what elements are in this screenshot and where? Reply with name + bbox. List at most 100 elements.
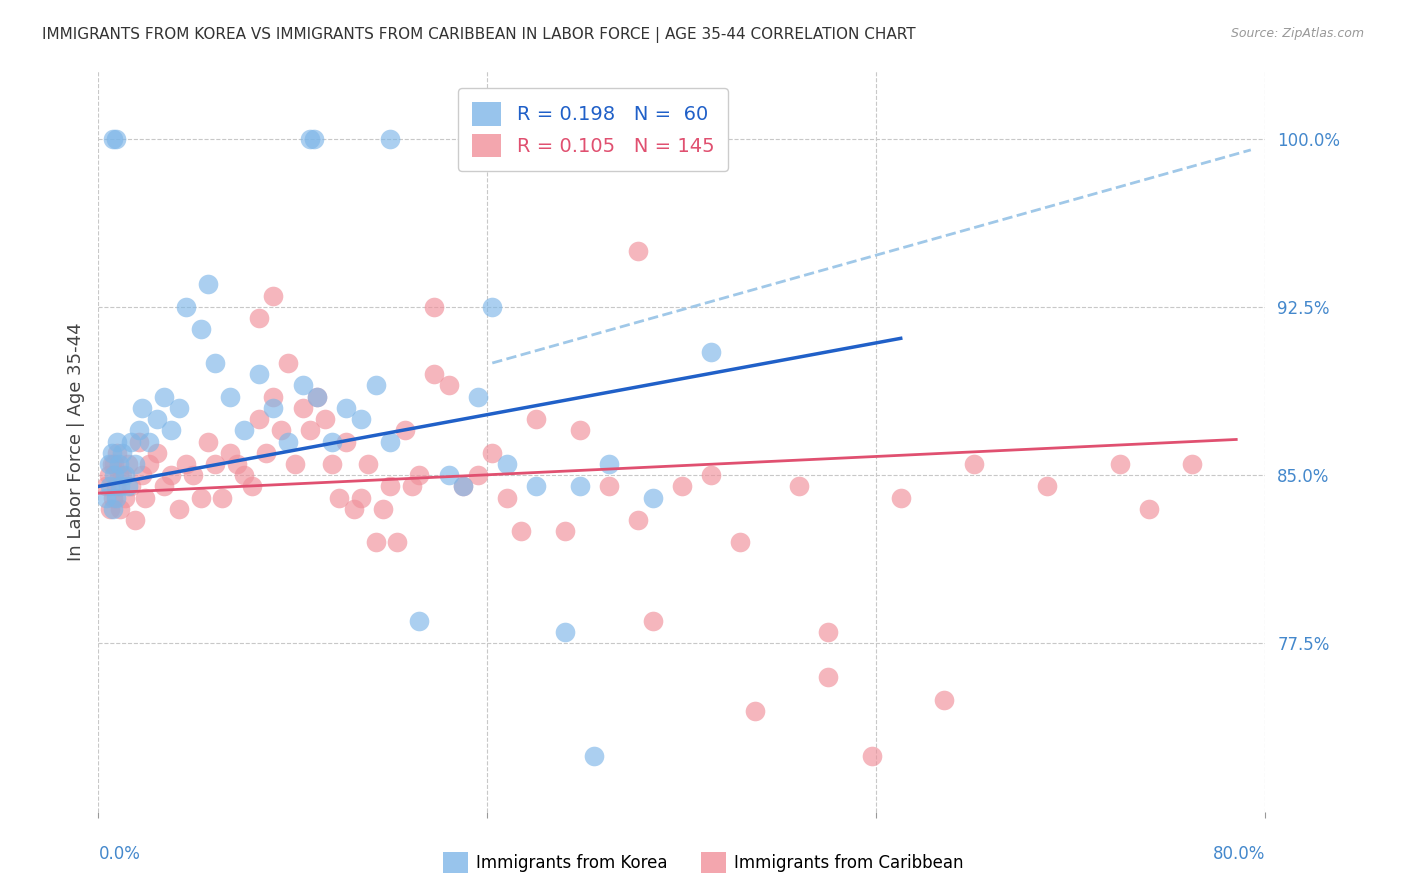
Point bbox=[934, 692, 956, 706]
Point bbox=[247, 412, 270, 426]
Point bbox=[481, 300, 503, 314]
Point bbox=[291, 401, 314, 415]
Point bbox=[160, 423, 183, 437]
Point bbox=[554, 524, 576, 539]
Point bbox=[101, 501, 124, 516]
Point bbox=[568, 423, 591, 437]
Point bbox=[110, 501, 132, 516]
Point bbox=[277, 356, 299, 370]
Point bbox=[247, 311, 270, 326]
Text: 80.0%: 80.0% bbox=[1213, 846, 1265, 863]
Point bbox=[108, 457, 131, 471]
Point bbox=[817, 670, 839, 684]
Point bbox=[101, 491, 124, 505]
Point bbox=[496, 491, 519, 505]
Point bbox=[101, 131, 124, 145]
Point bbox=[233, 468, 256, 483]
Point bbox=[554, 625, 576, 640]
Point bbox=[117, 457, 139, 471]
Point bbox=[153, 479, 176, 493]
Point bbox=[524, 479, 547, 493]
Point bbox=[510, 524, 533, 539]
Point bbox=[104, 479, 127, 493]
Point bbox=[627, 244, 650, 258]
Point bbox=[364, 535, 387, 549]
Point bbox=[481, 446, 503, 460]
Point bbox=[128, 434, 150, 449]
Point bbox=[105, 446, 128, 460]
Point bbox=[146, 412, 169, 426]
Text: Source: ZipAtlas.com: Source: ZipAtlas.com bbox=[1230, 27, 1364, 40]
Point bbox=[124, 513, 146, 527]
Point bbox=[103, 468, 125, 483]
Point bbox=[263, 289, 285, 303]
Point bbox=[298, 131, 321, 145]
Point bbox=[437, 468, 460, 483]
Point bbox=[437, 378, 460, 392]
Point bbox=[97, 468, 120, 483]
Point bbox=[700, 344, 723, 359]
Point bbox=[128, 423, 150, 437]
Point bbox=[117, 479, 139, 493]
Point bbox=[380, 131, 402, 145]
Point bbox=[120, 434, 142, 449]
Point bbox=[233, 423, 256, 437]
Point bbox=[1181, 457, 1204, 471]
Point bbox=[104, 491, 127, 505]
Point bbox=[167, 401, 190, 415]
Point bbox=[380, 479, 402, 493]
Point bbox=[204, 356, 226, 370]
Point bbox=[335, 434, 357, 449]
Point bbox=[100, 446, 122, 460]
Point bbox=[190, 491, 212, 505]
Point bbox=[583, 748, 606, 763]
Point bbox=[401, 479, 423, 493]
Point bbox=[350, 491, 373, 505]
Legend: Immigrants from Korea, Immigrants from Caribbean: Immigrants from Korea, Immigrants from C… bbox=[436, 846, 970, 880]
Point bbox=[890, 491, 912, 505]
Point bbox=[343, 501, 366, 516]
Point bbox=[103, 457, 125, 471]
Point bbox=[671, 479, 693, 493]
Point bbox=[380, 434, 402, 449]
Point bbox=[174, 300, 197, 314]
Point bbox=[160, 468, 183, 483]
Point bbox=[98, 479, 121, 493]
Point bbox=[314, 412, 336, 426]
Point bbox=[277, 434, 299, 449]
Point bbox=[100, 457, 122, 471]
Point bbox=[197, 434, 219, 449]
Point bbox=[467, 468, 489, 483]
Point bbox=[394, 423, 416, 437]
Point bbox=[364, 378, 387, 392]
Point bbox=[496, 457, 519, 471]
Point bbox=[138, 457, 160, 471]
Point bbox=[226, 457, 249, 471]
Text: IMMIGRANTS FROM KOREA VS IMMIGRANTS FROM CARIBBEAN IN LABOR FORCE | AGE 35-44 CO: IMMIGRANTS FROM KOREA VS IMMIGRANTS FROM… bbox=[42, 27, 915, 43]
Point bbox=[97, 457, 120, 471]
Point bbox=[263, 401, 285, 415]
Point bbox=[111, 468, 134, 483]
Point bbox=[423, 368, 446, 382]
Point bbox=[120, 479, 142, 493]
Point bbox=[860, 748, 883, 763]
Point bbox=[335, 401, 357, 415]
Point bbox=[190, 322, 212, 336]
Point bbox=[371, 501, 394, 516]
Point bbox=[211, 491, 233, 505]
Point bbox=[94, 479, 117, 493]
Point bbox=[744, 704, 766, 718]
Point bbox=[408, 614, 430, 628]
Point bbox=[105, 434, 128, 449]
Point bbox=[110, 479, 132, 493]
Point bbox=[197, 277, 219, 292]
Point bbox=[218, 390, 240, 404]
Point bbox=[307, 390, 329, 404]
Point bbox=[114, 491, 136, 505]
Point bbox=[181, 468, 204, 483]
Point bbox=[304, 131, 326, 145]
Point bbox=[350, 412, 373, 426]
Point bbox=[524, 412, 547, 426]
Point bbox=[104, 131, 127, 145]
Y-axis label: In Labor Force | Age 35-44: In Labor Force | Age 35-44 bbox=[66, 322, 84, 561]
